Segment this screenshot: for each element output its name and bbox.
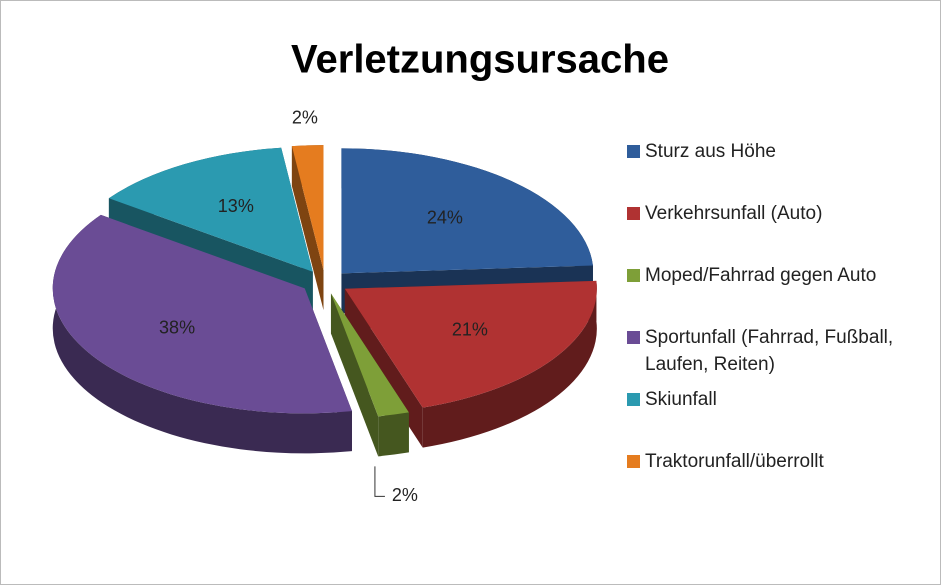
- legend-item: Moped/Fahrrad gegen Auto: [627, 262, 932, 324]
- data-label: 2%: [392, 485, 418, 505]
- slice-wall: [291, 146, 324, 311]
- legend-label: Skiunfall: [645, 389, 717, 410]
- legend-swatch: [627, 145, 640, 158]
- legend-label: Moped/Fahrrad gegen Auto: [645, 265, 877, 286]
- legend-label: Sturz aus Höhe: [645, 141, 776, 162]
- slice-side: [378, 412, 409, 457]
- slice: [52, 214, 352, 414]
- legend-item: Sportunfall (Fahrrad, Fußball, Laufen, R…: [627, 324, 932, 386]
- pie-labels: 24% 21% 2% 38% 13% 2%: [159, 108, 488, 505]
- data-label: 13%: [218, 196, 254, 216]
- slice: [291, 145, 324, 271]
- slice: [341, 148, 593, 274]
- pie-tops: [52, 145, 597, 417]
- data-label: 38%: [159, 317, 195, 337]
- legend-swatch: [627, 269, 640, 282]
- legend-item: Traktorunfall/überrollt: [627, 448, 932, 510]
- chart-title: Verletzungsursache: [291, 38, 669, 82]
- legend-item: Skiunfall: [627, 386, 932, 448]
- legend-swatch: [627, 331, 640, 344]
- legend-item: Sturz aus Höhe: [627, 138, 932, 200]
- legend-swatch: [627, 455, 640, 468]
- slice: [344, 280, 597, 408]
- legend: Sturz aus Höhe Verkehrsunfall (Auto) Moped…: [627, 138, 932, 510]
- legend-swatch: [627, 393, 640, 406]
- data-label: 21%: [452, 320, 488, 340]
- leader-line: [374, 466, 385, 497]
- legend-label: Verkehrsunfall (Auto): [645, 203, 823, 224]
- data-label: 24%: [427, 207, 463, 227]
- slice-side: [52, 214, 352, 454]
- slice-side: [422, 280, 597, 448]
- slice-wall: [330, 293, 379, 457]
- slice: [330, 293, 409, 417]
- legend-item: Verkehrsunfall (Auto): [627, 200, 932, 262]
- slice: [108, 147, 313, 272]
- data-label: 2%: [292, 108, 318, 128]
- legend-label: Traktorunfall/überrollt: [645, 451, 824, 472]
- legend-swatch: [627, 207, 640, 220]
- legend-label: Sportunfall (Fahrrad, Fußball, Laufen, R…: [645, 327, 894, 375]
